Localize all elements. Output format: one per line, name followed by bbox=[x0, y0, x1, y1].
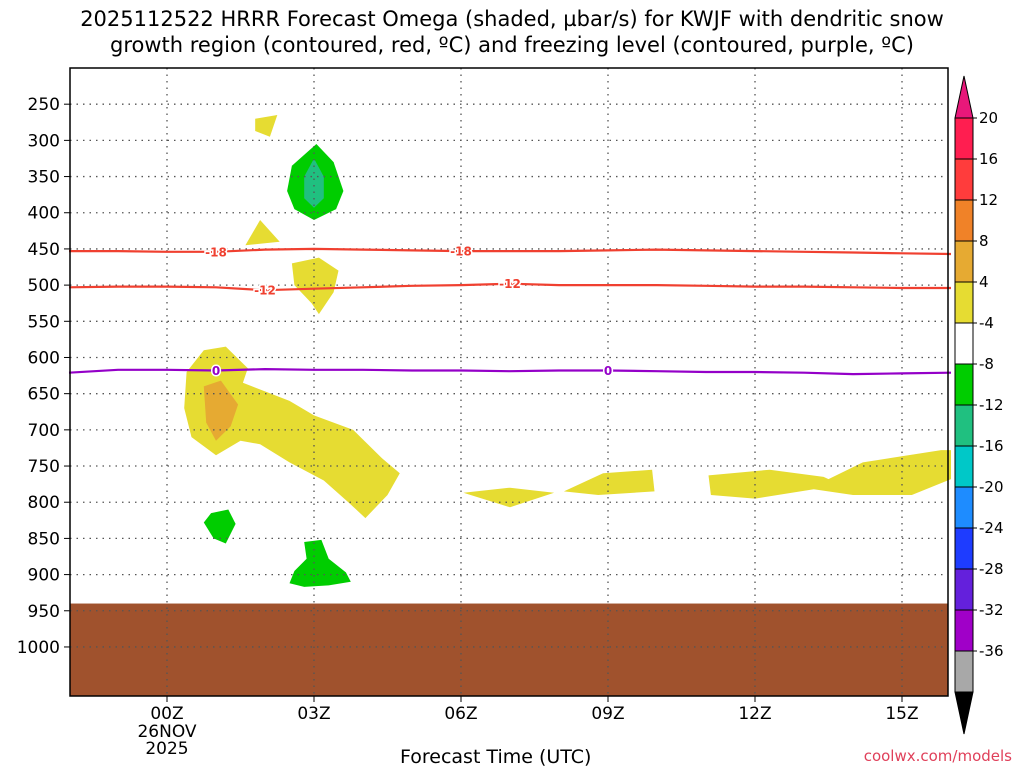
y-tick-label-700: 700 bbox=[28, 421, 60, 441]
colorbar-label-6: -8 bbox=[979, 355, 994, 373]
omega-region-10 bbox=[563, 469, 655, 495]
omega-region-4 bbox=[291, 257, 339, 315]
y-tick-label-600: 600 bbox=[28, 348, 60, 368]
y-axis-labels: 250 300 350 400 450 500 550 600 650 700 750 800 850 9… bbox=[17, 95, 70, 658]
x-tick-label-00Z: 00Z bbox=[150, 704, 183, 724]
y-tick-label-750: 750 bbox=[28, 457, 60, 477]
contour-label-dgz_minus12: -12 bbox=[499, 277, 521, 291]
colorbar-bottom-arrow bbox=[954, 691, 974, 735]
omega-region-3 bbox=[245, 220, 280, 246]
plot-frame bbox=[69, 67, 949, 697]
contour-label-dgz_minus18: -18 bbox=[205, 245, 227, 259]
shaded-regions bbox=[184, 115, 951, 587]
colorbar-label-3: 8 bbox=[979, 232, 989, 250]
x-tick-label-03Z: 03Z bbox=[297, 704, 330, 724]
colorbar-swatch-12 bbox=[954, 609, 974, 652]
x-date-label: 26NOV bbox=[137, 722, 196, 742]
omega-region-6 bbox=[203, 380, 239, 441]
colorbar-swatch-1 bbox=[954, 158, 974, 201]
y-tick-label-900: 900 bbox=[28, 566, 60, 586]
colorbar-label-13: -36 bbox=[979, 642, 1004, 660]
colorbar-swatch-4 bbox=[954, 281, 974, 324]
colorbar-label-11: -28 bbox=[979, 560, 1004, 578]
colorbar-swatch-9 bbox=[954, 486, 974, 529]
contour-label-dgz_minus18: -18 bbox=[450, 245, 472, 259]
contour-dgz_minus12 bbox=[68, 282, 951, 292]
chart-title: 2025112522 HRRR Forecast Omega (shaded, … bbox=[0, 6, 1024, 58]
colorbar-label-9: -20 bbox=[979, 478, 1004, 496]
y-tick-label-400: 400 bbox=[28, 204, 60, 224]
colorbar-swatch-5 bbox=[954, 322, 974, 365]
x-tick-label-06Z: 06Z bbox=[444, 704, 477, 724]
colorbar-label-7: -12 bbox=[979, 396, 1004, 414]
y-tick-label-650: 650 bbox=[28, 385, 60, 405]
title-line-2: growth region (contoured, red, ºC) and f… bbox=[110, 33, 914, 57]
colorbar-swatch-11 bbox=[954, 568, 974, 611]
y-tick-label-450: 450 bbox=[28, 240, 60, 260]
colorbar-label-4: 4 bbox=[979, 273, 989, 291]
title-line-1: 2025112522 HRRR Forecast Omega (shaded, … bbox=[80, 7, 944, 31]
contour-dgz_minus18 bbox=[69, 247, 952, 256]
y-tick-label-350: 350 bbox=[28, 168, 60, 188]
colorbar-swatch-10 bbox=[954, 527, 974, 570]
y-tick-label-500: 500 bbox=[28, 276, 60, 296]
ground-below-surface bbox=[70, 603, 948, 696]
colorbar-label-0: 20 bbox=[979, 109, 998, 127]
omega-region-0 bbox=[255, 115, 278, 137]
colorbar-swatch-6 bbox=[954, 363, 974, 406]
contour-label-dgz_minus12: -12 bbox=[254, 284, 276, 298]
omega-region-8 bbox=[289, 539, 351, 587]
y-tick-label-1000: 1000 bbox=[17, 638, 60, 658]
y-tick-label-250: 250 bbox=[28, 95, 60, 115]
omega-region-11 bbox=[708, 450, 951, 499]
colorbar-swatch-0 bbox=[954, 117, 974, 160]
colorbar: 20 16 12 8 4 -4 -8 -12 -16 -20 -24 -28 -32 -36 bbox=[954, 75, 1004, 735]
colorbar-swatch-2 bbox=[954, 199, 974, 242]
contour-lines: -18 -18 -12 -12 0 0 bbox=[68, 243, 952, 380]
colorbar-swatch-13 bbox=[954, 650, 974, 693]
watermark-link[interactable]: coolwx.com/models bbox=[863, 747, 1012, 765]
colorbar-label-8: -16 bbox=[979, 437, 1004, 455]
x-tick-label-12Z: 12Z bbox=[738, 704, 771, 724]
colorbar-swatch-3 bbox=[954, 240, 974, 283]
colorbar-swatch-8 bbox=[954, 445, 974, 488]
y-tick-label-300: 300 bbox=[28, 131, 60, 151]
y-tick-label-800: 800 bbox=[28, 493, 60, 513]
y-tick-label-950: 950 bbox=[28, 602, 60, 622]
x-tick-label-09Z: 09Z bbox=[591, 704, 624, 724]
colorbar-label-2: 12 bbox=[979, 191, 998, 209]
y-tick-label-550: 550 bbox=[28, 312, 60, 332]
x-axis-title: Forecast Time (UTC) bbox=[400, 746, 592, 768]
omega-region-2 bbox=[304, 158, 324, 208]
contour-label-freezing_level: 0 bbox=[212, 364, 220, 378]
colorbar-top-arrow bbox=[954, 75, 974, 119]
colorbar-swatch-7 bbox=[954, 404, 974, 447]
colorbar-label-12: -32 bbox=[979, 601, 1004, 619]
colorbar-label-5: -4 bbox=[979, 314, 994, 332]
x-year-label: 2025 bbox=[145, 739, 188, 759]
colorbar-label-1: 16 bbox=[979, 150, 998, 168]
omega-region-5 bbox=[184, 346, 400, 519]
grid-lines bbox=[70, 68, 948, 696]
contour-label-freezing_level: 0 bbox=[604, 364, 612, 378]
omega-region-7 bbox=[203, 509, 236, 544]
omega-region-9 bbox=[463, 487, 555, 508]
x-tick-label-15Z: 15Z bbox=[885, 704, 918, 724]
y-tick-label-850: 850 bbox=[28, 529, 60, 549]
contour-freezing_level bbox=[68, 367, 952, 376]
colorbar-label-10: -24 bbox=[979, 519, 1004, 537]
